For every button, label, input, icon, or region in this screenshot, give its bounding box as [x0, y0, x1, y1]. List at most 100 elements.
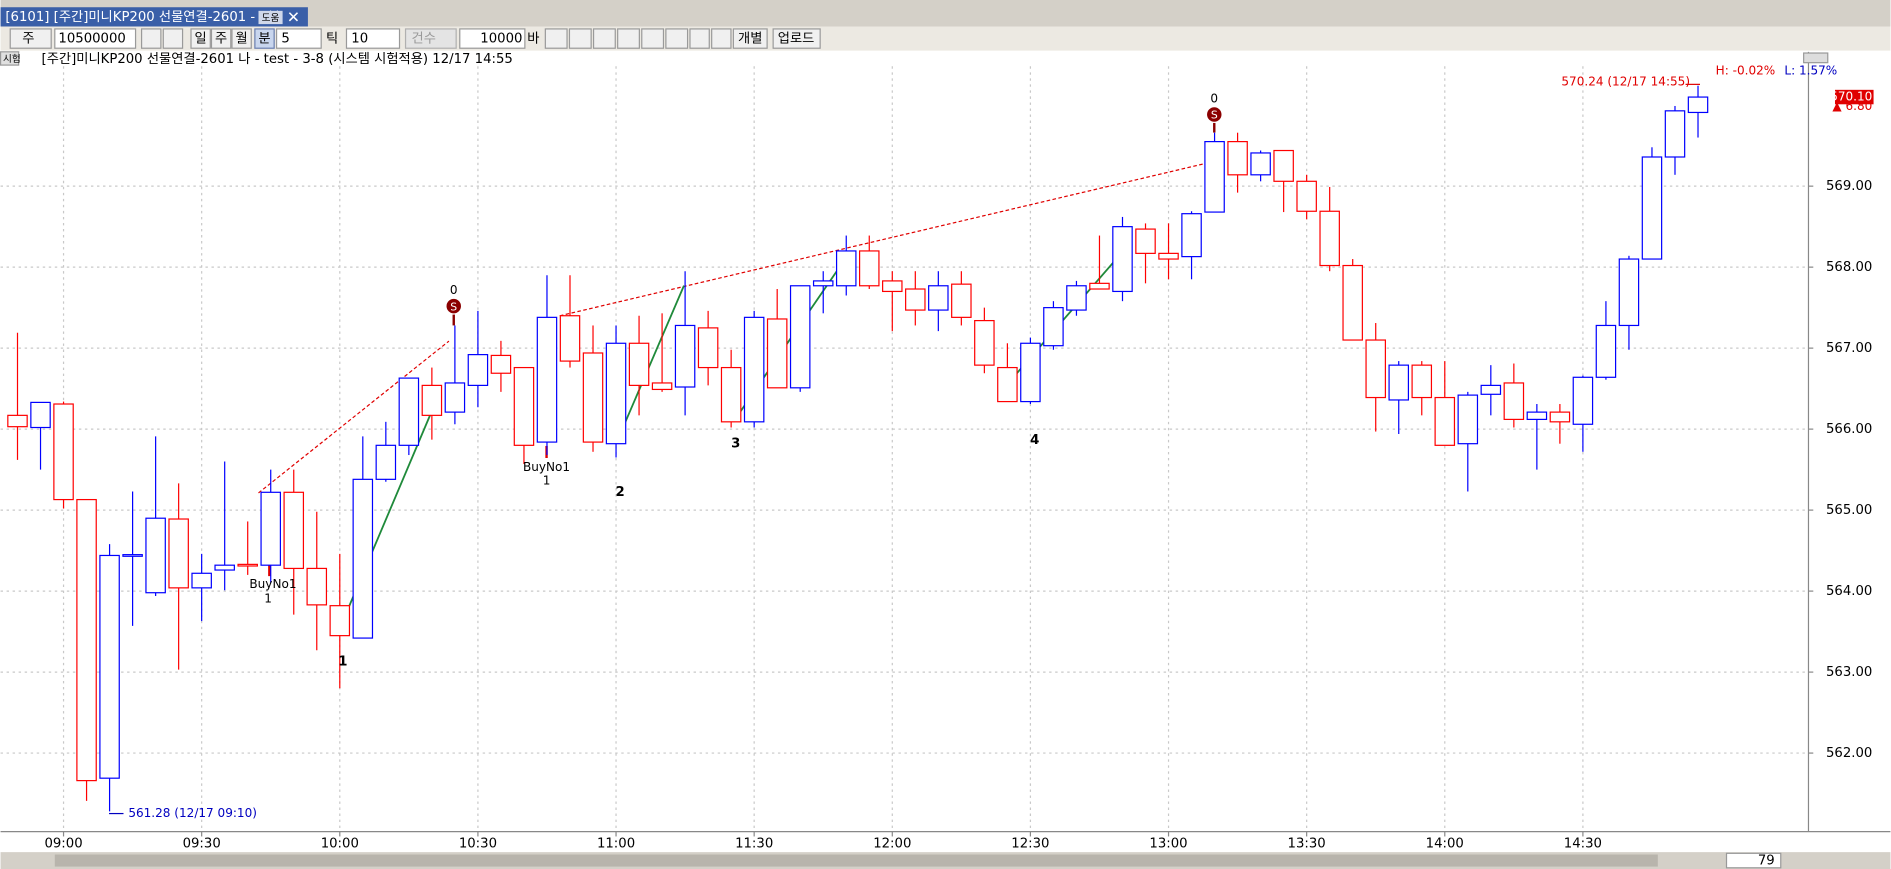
annotation: 0	[1210, 91, 1218, 105]
bars-input[interactable]	[459, 28, 526, 49]
x-tick-label: 10:00	[321, 837, 359, 852]
panel-controls[interactable]	[1803, 52, 1829, 64]
help-button[interactable]	[258, 10, 283, 25]
count-label: 건수	[412, 31, 436, 47]
candle-body	[329, 605, 351, 637]
candle-body	[1204, 141, 1225, 213]
candle-body	[1480, 384, 1502, 395]
tool-button[interactable]	[568, 28, 592, 49]
tab-bar	[0, 0, 1891, 27]
tool-button[interactable]	[641, 28, 665, 49]
upload-button[interactable]	[772, 28, 821, 49]
candle-body	[766, 318, 788, 389]
candle-body	[352, 478, 374, 639]
candle-body	[1618, 258, 1640, 327]
tick-select[interactable]	[345, 28, 401, 49]
annotation: 1	[338, 655, 347, 670]
tool-button[interactable]	[689, 28, 710, 49]
zoom-input[interactable]	[1725, 852, 1782, 869]
x-tick-label: 09:30	[183, 837, 221, 852]
candle-body	[1595, 324, 1617, 378]
tool-button[interactable]	[665, 28, 689, 49]
x-tick-label: 14:30	[1564, 837, 1602, 852]
help-label: 도움	[262, 13, 280, 24]
count-select[interactable]	[404, 28, 457, 49]
candle-body	[1181, 213, 1202, 258]
candle-body	[1250, 152, 1271, 176]
tool-button[interactable]	[544, 28, 568, 49]
x-tick-label: 13:30	[1288, 837, 1326, 852]
candle-body	[398, 377, 420, 446]
y-tick-label: 568.00	[1826, 260, 1872, 275]
x-tick-label: 11:30	[735, 837, 773, 852]
minute-select[interactable]	[275, 28, 322, 49]
tool-button[interactable]	[592, 28, 616, 49]
candle-body	[214, 564, 235, 571]
minute-button[interactable]	[254, 28, 275, 49]
candle-body	[743, 316, 765, 423]
tool-button[interactable]	[711, 28, 732, 49]
high-label: 570.24 (12/17 14:55)	[1561, 74, 1690, 88]
candle-body	[1457, 394, 1479, 445]
search-button[interactable]	[140, 28, 162, 49]
system-label: 시험	[3, 54, 21, 65]
candle-body	[145, 517, 166, 594]
high-pct: H: -0.02%	[1716, 64, 1776, 78]
annotation: 1	[264, 592, 272, 606]
candle-body	[1549, 411, 1571, 423]
y-tick-label: 566.00	[1826, 422, 1872, 437]
tool-button[interactable]	[617, 28, 640, 49]
candle-body	[260, 491, 282, 566]
candle-body	[674, 324, 696, 388]
week-button[interactable]	[210, 28, 232, 49]
candle-body	[1503, 382, 1525, 421]
x-tick-label: 13:00	[1149, 837, 1187, 852]
bars-value: 10000	[480, 32, 522, 47]
search2-button[interactable]	[162, 28, 184, 49]
candle-body	[905, 288, 926, 311]
candle-body	[283, 491, 305, 570]
candle-body	[1526, 411, 1548, 421]
candle-body	[835, 250, 857, 287]
chart-title: [주간]미니KP200 선물연결-2601 나 - test - 3-8 (시스…	[42, 51, 513, 67]
tick-label: 틱	[326, 31, 338, 47]
candle-body	[1641, 156, 1663, 260]
minute-label: 분	[258, 32, 270, 47]
candle-body	[1135, 228, 1156, 254]
x-tick-label: 11:00	[597, 837, 635, 852]
close-tab[interactable]: ✕	[287, 8, 300, 27]
x-tick-label: 09:00	[44, 837, 82, 852]
y-tick-label: 569.00	[1826, 179, 1872, 194]
annotation: BuyNo1	[523, 460, 570, 474]
tab-title: [6101] [주간]미니KP200 선물연결-2601 - 5분	[5, 9, 280, 25]
candle-body	[882, 280, 903, 293]
month-label: 월	[236, 31, 248, 47]
sell-signal	[446, 298, 461, 314]
candle-body	[951, 283, 972, 318]
individual-button[interactable]	[732, 28, 768, 49]
x-tick-label: 14:00	[1426, 837, 1464, 852]
candle-body	[1319, 210, 1340, 267]
week-label: 주	[215, 32, 227, 47]
market-label: 주	[22, 32, 34, 47]
code-input[interactable]	[54, 28, 137, 49]
candle-body	[928, 285, 949, 311]
candle-body	[858, 250, 880, 287]
candle-body	[53, 403, 74, 501]
candle-body	[1227, 141, 1248, 176]
candle-body	[122, 554, 143, 557]
candle-body	[1572, 376, 1594, 425]
month-button[interactable]	[231, 28, 252, 49]
market-select[interactable]	[9, 28, 52, 49]
active-tab[interactable]	[0, 7, 308, 27]
scroll-thumb[interactable]	[54, 854, 1658, 867]
y-tick-label: 562.00	[1826, 746, 1872, 761]
candle-body	[237, 563, 258, 567]
day-button[interactable]	[190, 28, 211, 49]
trade-line	[559, 158, 1225, 317]
candle-body	[651, 382, 673, 391]
system-badge[interactable]	[0, 51, 20, 66]
candle-body	[490, 354, 512, 374]
last-price-label: 570.10	[1830, 90, 1872, 104]
